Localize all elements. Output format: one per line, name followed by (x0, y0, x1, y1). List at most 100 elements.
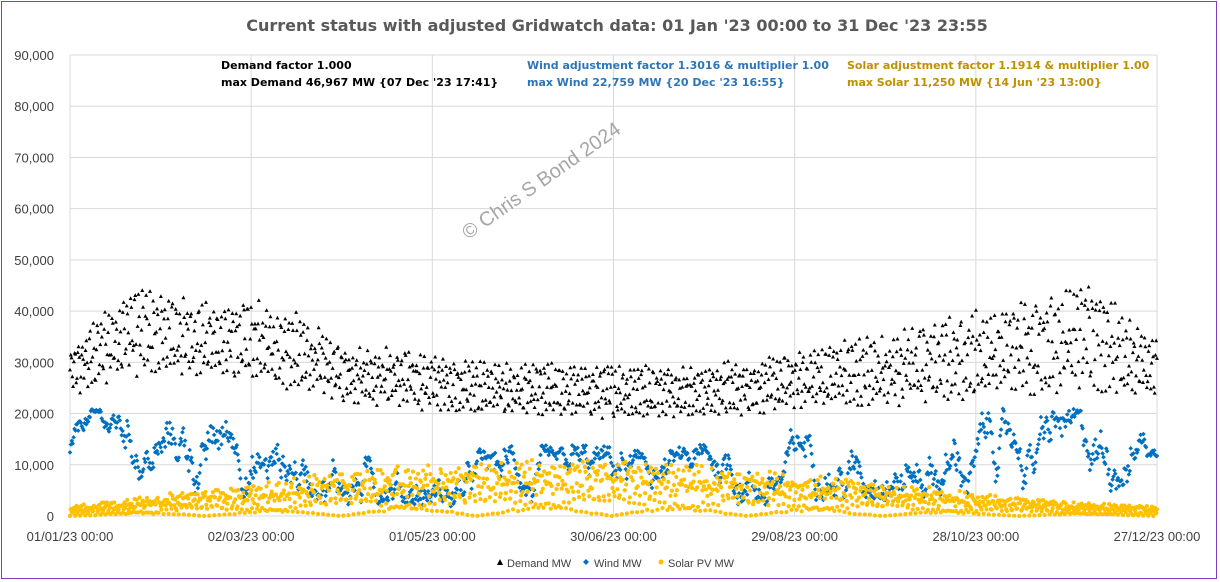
wind-point (906, 465, 911, 470)
solar-point (837, 508, 842, 513)
demand-point (989, 340, 994, 344)
wind-point (1059, 433, 1065, 439)
demand-point (859, 403, 864, 407)
solar-point (926, 501, 931, 506)
demand-point (359, 379, 364, 384)
wind-point (113, 419, 118, 425)
demand-point (527, 369, 532, 374)
demand-point (824, 352, 829, 356)
solar-point (436, 481, 441, 486)
demand-point (400, 377, 405, 381)
solar-point (592, 496, 597, 502)
solar-point (498, 491, 503, 496)
demand-point (960, 397, 965, 401)
solar-point (439, 470, 444, 475)
solar-point (217, 512, 222, 518)
demand-point (1064, 288, 1069, 293)
demand-point (926, 377, 931, 382)
solar-point (468, 491, 473, 496)
solar-point (636, 465, 641, 470)
wind-point (954, 467, 959, 473)
solar-point (822, 496, 827, 501)
demand-point (424, 385, 429, 389)
demand-point (348, 390, 353, 394)
solar-point (712, 481, 717, 486)
solar-point (210, 490, 215, 495)
demand-point (1042, 326, 1047, 331)
wind-point (658, 468, 664, 474)
demand-point (203, 300, 208, 304)
demand-point (954, 345, 959, 350)
demand-point (608, 384, 613, 389)
wind-point (323, 493, 328, 499)
solar-point (629, 510, 635, 515)
wind-point (540, 443, 545, 449)
solar-point (748, 513, 754, 518)
wind-point (639, 451, 645, 457)
wind-point (394, 479, 399, 485)
demand-point (496, 380, 501, 384)
solar-point (164, 507, 169, 512)
demand-point (134, 374, 139, 378)
demand-point (772, 406, 777, 411)
demand-point (260, 320, 265, 325)
demand-point (900, 395, 905, 399)
wind-point (778, 480, 784, 485)
demand-point (1015, 317, 1020, 322)
wind-point (1032, 466, 1037, 472)
solar-point (648, 494, 653, 499)
wind-point (932, 471, 938, 477)
solar-point (533, 502, 538, 507)
demand-point (158, 294, 163, 299)
solar-point (607, 498, 612, 503)
demand-point (838, 348, 843, 353)
demand-point (249, 321, 254, 326)
wind-point (782, 459, 788, 465)
demand-point (76, 344, 81, 349)
solar-point (687, 505, 693, 511)
demand-point (644, 398, 649, 402)
demand-point (900, 386, 905, 391)
demand-point (820, 380, 825, 385)
wind-point (1051, 410, 1056, 416)
wind-point (722, 455, 727, 461)
demand-point (122, 326, 127, 331)
solar-point (499, 460, 504, 466)
demand-point (559, 391, 564, 395)
wind-point (113, 425, 119, 431)
demand-point (929, 356, 934, 361)
demand-point (387, 366, 392, 371)
demand-point (935, 384, 940, 389)
wind-point (594, 445, 600, 451)
wind-point (279, 461, 285, 466)
demand-point (1043, 375, 1048, 380)
solar-point (994, 506, 999, 511)
demand-point (918, 329, 923, 333)
demand-point (999, 335, 1004, 339)
solar-point (771, 497, 776, 503)
demand-point (504, 361, 509, 365)
demand-point (536, 411, 541, 416)
demand-point (732, 405, 737, 410)
demand-point (1072, 327, 1077, 332)
demand-point (639, 372, 644, 377)
solar-point (203, 489, 208, 495)
demand-point (392, 362, 397, 367)
wind-point (339, 485, 345, 491)
demand-point (113, 339, 118, 343)
demand-point (99, 334, 104, 339)
demand-point (1012, 365, 1017, 369)
solar-point (347, 483, 353, 488)
wind-point (947, 463, 953, 469)
demand-point (798, 367, 803, 372)
demand-point (358, 365, 363, 370)
demand-point (996, 329, 1001, 334)
demand-point (569, 411, 574, 416)
solar-point (781, 501, 786, 507)
demand-point (360, 389, 365, 394)
wind-point (278, 468, 283, 473)
demand-point (885, 400, 890, 404)
wind-point (980, 421, 986, 427)
solar-point (843, 493, 848, 499)
wind-point (1030, 462, 1036, 467)
